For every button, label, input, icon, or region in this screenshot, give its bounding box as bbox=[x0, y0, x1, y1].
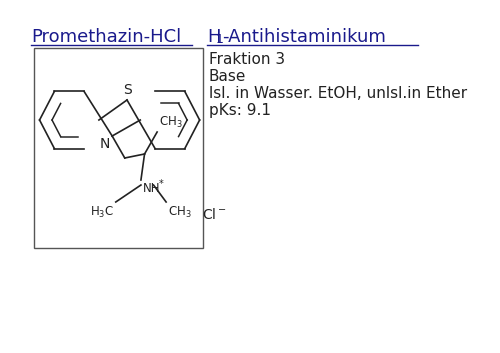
Text: H: H bbox=[207, 28, 220, 46]
Text: Cl$^-$: Cl$^-$ bbox=[202, 207, 227, 222]
Text: Base: Base bbox=[208, 69, 246, 84]
Text: 1: 1 bbox=[216, 33, 224, 46]
Text: N: N bbox=[100, 137, 110, 151]
Text: CH$_3$: CH$_3$ bbox=[168, 205, 192, 220]
Text: *: * bbox=[159, 179, 164, 189]
Text: Fraktion 3: Fraktion 3 bbox=[208, 52, 284, 67]
Text: lsl. in Wasser. EtOH, unlsl.in Ether: lsl. in Wasser. EtOH, unlsl.in Ether bbox=[208, 86, 466, 101]
Text: Promethazin-HCl: Promethazin-HCl bbox=[32, 28, 182, 46]
Text: NH: NH bbox=[142, 182, 160, 195]
Bar bbox=[34, 48, 203, 248]
Text: pKs: 9.1: pKs: 9.1 bbox=[208, 103, 270, 118]
Text: CH$_3$: CH$_3$ bbox=[159, 115, 182, 130]
Text: H$_3$C: H$_3$C bbox=[90, 205, 114, 220]
Text: S: S bbox=[122, 83, 132, 97]
Text: -Antihistaminikum: -Antihistaminikum bbox=[222, 28, 386, 46]
